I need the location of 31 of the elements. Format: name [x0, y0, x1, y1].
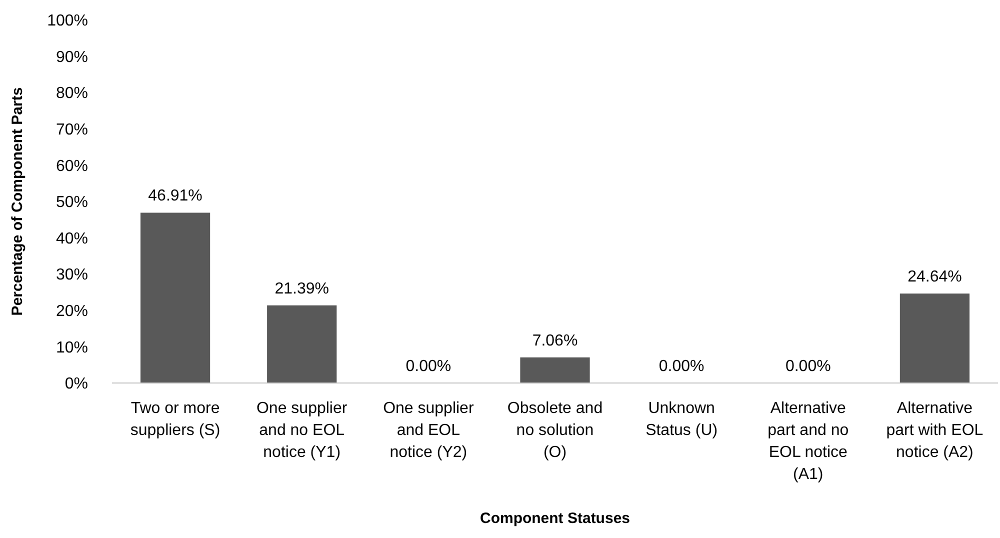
y-axis-title: Percentage of Component Parts: [9, 87, 26, 316]
y-tick-label: 10%: [56, 339, 88, 356]
data-label: 0.00%: [406, 358, 452, 375]
y-tick-label: 90%: [56, 48, 88, 66]
bar: [900, 294, 970, 383]
x-tick-label: Unknown Status (U): [646, 400, 718, 439]
y-tick-label: 80%: [56, 85, 88, 102]
y-tick-label: 50%: [56, 194, 88, 212]
x-tick-label: Alternative part and no EOL notice (A1): [768, 400, 849, 483]
x-tick-label: Two or more suppliers (S): [130, 400, 220, 439]
bar: [140, 212, 210, 383]
x-tick-label: Alternative part with EOL notice (A2): [886, 400, 984, 461]
y-tick-label: 60%: [56, 158, 88, 175]
data-label: 0.00%: [658, 358, 704, 375]
data-label: 0.00%: [785, 358, 831, 375]
data-label: 24.64%: [908, 268, 962, 286]
x-tick-label: One supplier and EOL notice (Y2): [383, 400, 474, 461]
data-label: 7.06%: [532, 332, 578, 350]
x-tick-label: Obsolete and no solution (O): [507, 400, 603, 461]
y-tick-label: 30%: [56, 266, 88, 284]
y-tick-label: 20%: [56, 303, 88, 320]
bar: [267, 305, 337, 383]
data-label: 46.91%: [148, 188, 202, 205]
x-tick-label: One supplier and no EOL notice (Y1): [256, 400, 348, 461]
y-tick-label: 40%: [56, 230, 88, 248]
y-tick-label: 0%: [64, 376, 88, 393]
x-axis-title: Component Statuses: [480, 510, 630, 527]
y-tick-label: 100%: [47, 12, 88, 30]
bar: [520, 357, 590, 383]
data-label: 21.39%: [274, 280, 329, 298]
y-tick-label: 70%: [56, 122, 88, 138]
